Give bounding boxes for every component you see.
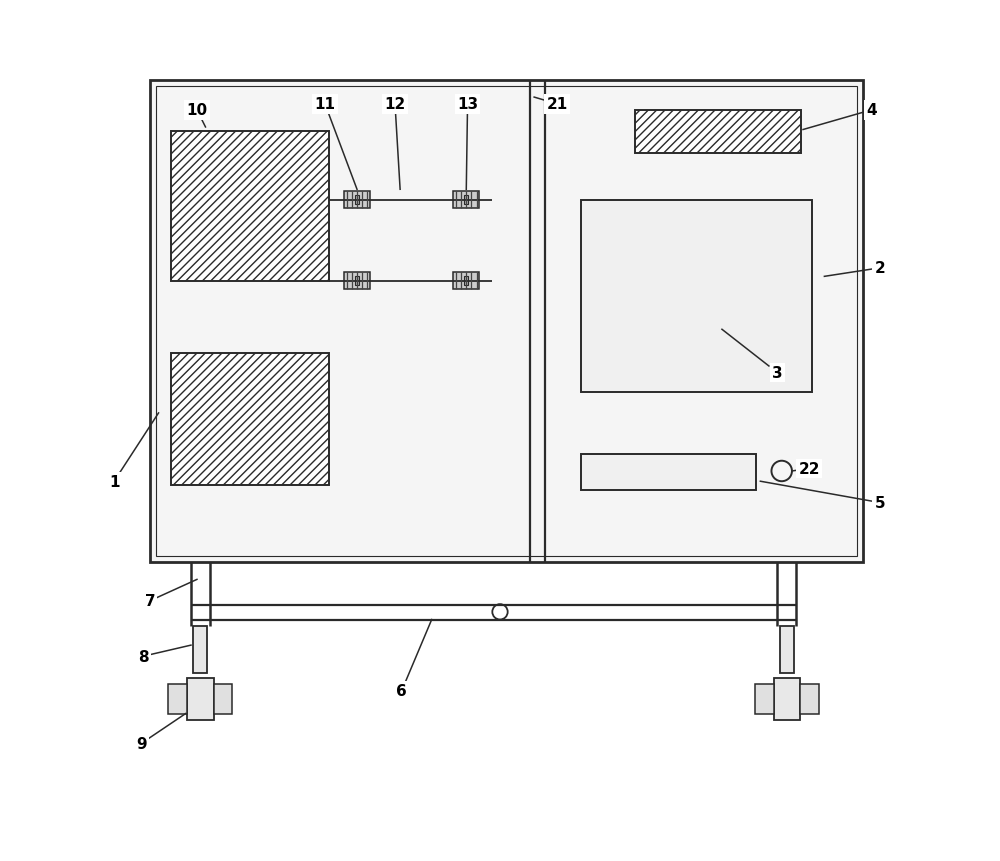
Text: 4: 4 bbox=[866, 103, 877, 118]
Bar bbox=[187, 678, 214, 721]
Text: 12: 12 bbox=[384, 97, 406, 112]
Bar bbox=[344, 192, 370, 209]
Bar bbox=[214, 684, 232, 714]
Bar bbox=[780, 627, 794, 673]
Bar bbox=[453, 273, 479, 290]
Bar bbox=[150, 81, 863, 563]
Bar bbox=[193, 627, 207, 673]
Bar bbox=[171, 132, 329, 282]
Text: 2: 2 bbox=[875, 261, 885, 276]
Text: 9: 9 bbox=[136, 736, 147, 751]
Bar bbox=[464, 277, 468, 286]
Bar bbox=[774, 678, 800, 721]
Bar bbox=[344, 273, 370, 290]
Text: 22: 22 bbox=[798, 461, 820, 476]
Text: 5: 5 bbox=[875, 495, 885, 511]
Bar bbox=[464, 196, 468, 205]
Text: 8: 8 bbox=[138, 649, 148, 664]
Text: 10: 10 bbox=[186, 103, 208, 118]
Bar bbox=[800, 684, 819, 714]
Text: 21: 21 bbox=[547, 97, 568, 112]
Text: 3: 3 bbox=[772, 366, 783, 381]
Bar bbox=[171, 354, 329, 486]
Text: 6: 6 bbox=[396, 683, 407, 698]
Bar bbox=[635, 111, 801, 153]
Text: 13: 13 bbox=[457, 97, 478, 112]
Bar bbox=[581, 201, 812, 392]
Text: 11: 11 bbox=[314, 97, 335, 112]
Bar bbox=[156, 87, 857, 557]
Bar bbox=[168, 684, 187, 714]
Bar bbox=[355, 277, 359, 286]
Bar bbox=[755, 684, 774, 714]
Text: 1: 1 bbox=[109, 474, 119, 489]
Text: 7: 7 bbox=[145, 593, 155, 609]
Bar bbox=[355, 196, 359, 205]
Bar bbox=[453, 192, 479, 209]
Bar bbox=[581, 455, 756, 490]
